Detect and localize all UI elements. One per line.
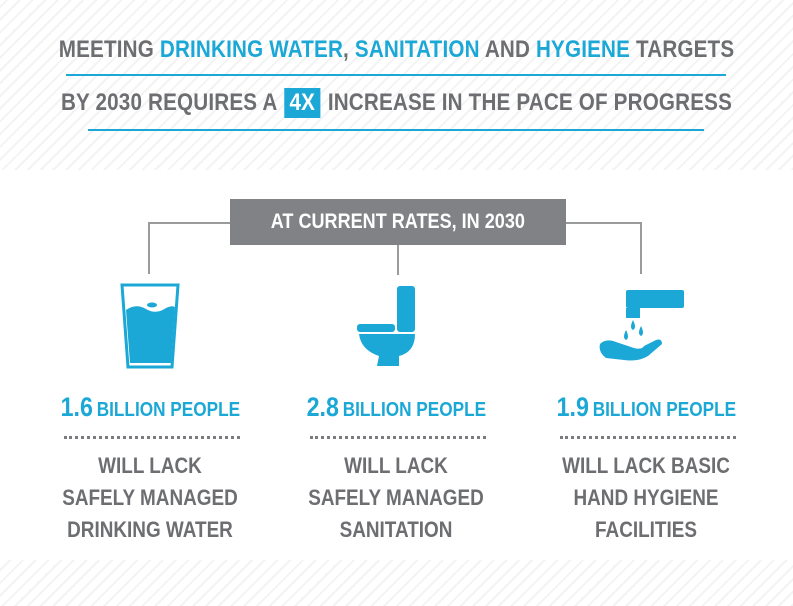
stat-unit: BILLION PEOPLE	[592, 399, 736, 421]
description-sanitation: WILL LACK SAFELY MANAGED SANITATION	[286, 450, 506, 546]
toilet-icon	[357, 286, 419, 373]
stat-sanitation: 2.8 BILLION PEOPLE	[286, 392, 506, 423]
handwashing-icon	[598, 290, 688, 369]
stat-number: 1.6	[60, 392, 93, 422]
headline-line-1: MEETING DRINKING WATER, SANITATION AND H…	[56, 36, 738, 64]
headline-text: BY 2030 REQUIRES A	[60, 89, 283, 116]
description-line: WILL LACK BASIC	[562, 453, 730, 478]
dotted-separator	[560, 436, 736, 439]
headline-text: ,	[343, 36, 355, 63]
description-line: DRINKING WATER	[67, 517, 233, 542]
headline-line-2: BY 2030 REQUIRES A 4X INCREASE IN THE PA…	[56, 88, 738, 118]
connector-line	[397, 245, 399, 275]
description-line: SANITATION	[339, 517, 453, 542]
description-line: SAFELY MANAGED	[62, 485, 238, 510]
stat-drinking-water: 1.6 BILLION PEOPLE	[40, 392, 260, 423]
description-line: SAFELY MANAGED	[308, 485, 484, 510]
headline-text: INCREASE IN THE PACE OF PROGRESS	[321, 89, 733, 116]
connector-line	[148, 222, 150, 274]
description-line: WILL LACK	[344, 453, 448, 478]
stat-hygiene: 1.9 BILLION PEOPLE	[536, 392, 756, 423]
headline-highlight-sanitation: SANITATION	[354, 36, 480, 63]
bottom-stripe-background	[0, 560, 793, 606]
description-line: FACILITIES	[595, 517, 697, 542]
description-line: WILL LACK	[98, 453, 202, 478]
headline-text: MEETING	[58, 36, 160, 63]
stat-number: 2.8	[306, 392, 339, 422]
headline-text: AND	[479, 36, 536, 63]
description-hygiene: WILL LACK BASIC HAND HYGIENE FACILITIES	[536, 450, 756, 546]
dotted-separator	[64, 436, 240, 439]
connector-line	[566, 222, 642, 224]
top-stripe-background	[0, 0, 793, 170]
current-rates-banner: AT CURRENT RATES, IN 2030	[230, 199, 566, 245]
stat-unit: BILLION PEOPLE	[96, 399, 240, 421]
description-line: HAND HYGIENE	[573, 485, 719, 510]
description-drinking-water: WILL LACK SAFELY MANAGED DRINKING WATER	[40, 450, 260, 546]
dotted-separator	[310, 436, 486, 439]
headline-highlight-drinking-water: DRINKING WATER	[159, 36, 344, 63]
stat-unit: BILLION PEOPLE	[342, 399, 486, 421]
connector-line	[640, 222, 642, 274]
headline-highlight-hygiene: HYGIENE	[535, 36, 631, 63]
stat-number: 1.9	[556, 392, 589, 422]
badge-4x: 4X	[284, 88, 321, 118]
headline-underline-2	[88, 129, 704, 131]
headline-underline-1	[66, 74, 726, 76]
connector-line	[148, 222, 230, 224]
water-glass-icon	[120, 283, 180, 374]
headline-text: TARGETS	[630, 36, 735, 63]
banner-label: AT CURRENT RATES, IN 2030	[270, 210, 526, 233]
